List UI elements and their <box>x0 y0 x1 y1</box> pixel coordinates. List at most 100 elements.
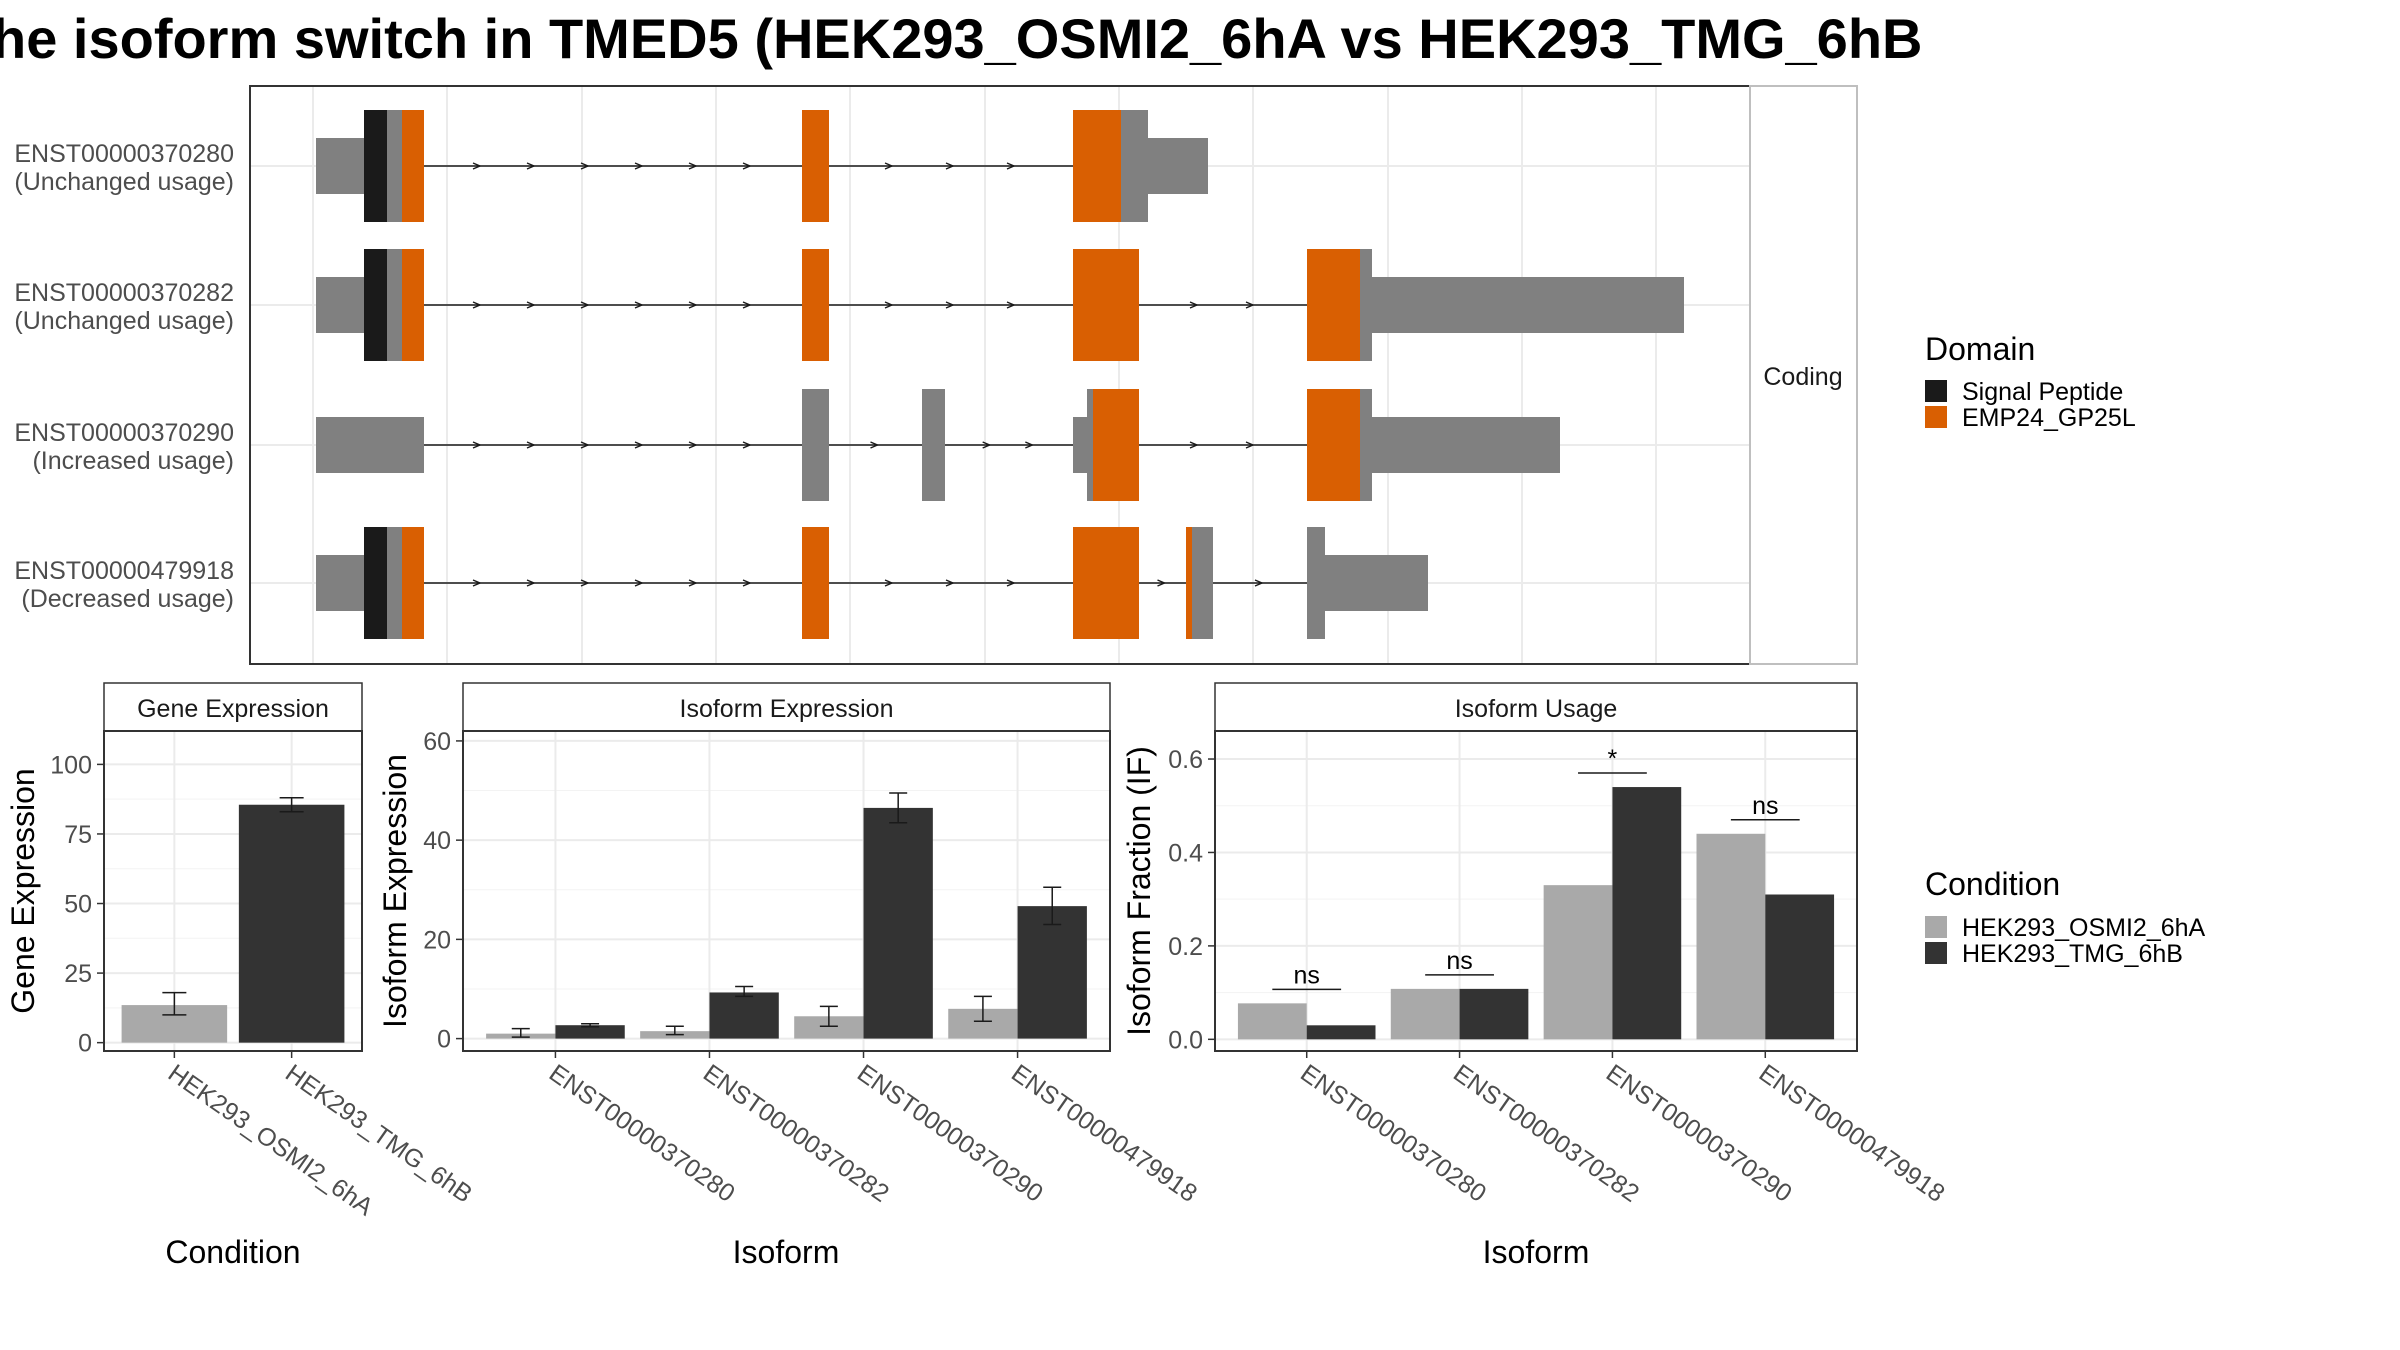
isoform-usage-panel: Isoform Usagensns*ns0.00.20.40.6ENST0000… <box>1121 682 1950 1270</box>
intron-arrow <box>688 441 698 449</box>
emp24-domain-segment <box>1186 527 1192 639</box>
isoform-expression-strip <box>462 682 1111 732</box>
isoform-usage-label: (Unchanged usage) <box>14 168 234 196</box>
intron-arrow <box>580 579 590 587</box>
condition-legend-key-a <box>1925 916 1947 938</box>
structure-tracks <box>316 110 1684 639</box>
isoform-usage-strip <box>1214 682 1858 732</box>
coding-exon-segment <box>1360 389 1372 501</box>
significance-label: ns <box>1294 961 1320 989</box>
isoform-expression-x-axis-title: Isoform <box>733 1234 840 1270</box>
isoform-id-label: ENST00000370280 <box>14 140 234 168</box>
emp24-domain-segment <box>402 249 424 361</box>
bar-enst00000370280-hek293-osmi2-6ha <box>1237 1003 1307 1040</box>
y-tick-label: 0.2 <box>1168 933 1203 961</box>
intron-arrow <box>1189 301 1199 309</box>
intron-arrow <box>1245 441 1255 449</box>
intron-arrow <box>945 301 955 309</box>
utr-exon-segment <box>1148 138 1208 194</box>
condition-legend-label-a: HEK293_OSMI2_6hA <box>1962 914 2206 942</box>
structure-strip-label: Coding <box>1763 363 1842 391</box>
utr-exon-segment <box>1325 555 1428 611</box>
emp24-domain-segment <box>1073 249 1139 361</box>
intron-arrow <box>634 301 644 309</box>
domain-legend-key-emp24 <box>1925 406 1947 428</box>
intron-arrow <box>526 441 536 449</box>
utr-exon-segment <box>316 555 364 611</box>
structure-strip <box>1749 85 1858 665</box>
bar-enst00000370282-hek293-tmg-6hb <box>1459 988 1529 1040</box>
intron-arrow <box>742 162 752 170</box>
utr-exon-segment <box>316 277 364 333</box>
intron-arrow <box>688 162 698 170</box>
utr-exon-segment <box>1073 417 1087 473</box>
intron-arrow <box>870 441 880 449</box>
y-tick-label: 0.6 <box>1168 746 1203 774</box>
error-bar <box>162 991 187 1016</box>
bar-hek293-tmg-6hb <box>238 804 345 1043</box>
emp24-domain-segment <box>1307 389 1360 501</box>
signal-peptide-segment <box>364 110 387 222</box>
isoform-expression-y-axis-title: Isoform Expression <box>377 754 413 1028</box>
intron-arrow <box>1025 441 1035 449</box>
emp24-domain-segment <box>402 527 424 639</box>
isoform-usage-strip-label: Isoform Usage <box>1455 695 1618 723</box>
intron-arrow <box>472 162 482 170</box>
bar-enst00000370282-hek293-tmg-6hb <box>709 992 779 1039</box>
error-bar <box>581 1022 600 1028</box>
isoform-usage-label: (Decreased usage) <box>21 585 234 613</box>
coding-exon-segment <box>1192 527 1213 639</box>
isoform-expression-plot-area <box>463 731 1110 1051</box>
bar-chart-panels: Gene Expression 0 25 50 75 100 HEK293_OSMI2_6h… <box>5 682 1950 1270</box>
emp24-domain-segment <box>402 110 424 222</box>
isoform-usage-y-axis-title: Isoform Fraction (IF) <box>1121 746 1157 1036</box>
intron-arrow <box>884 301 894 309</box>
intron-arrow <box>1006 162 1016 170</box>
y-tick-label: 40 <box>423 827 451 855</box>
signal-peptide-segment <box>364 249 387 361</box>
domain-legend-title: Domain <box>1925 331 2035 367</box>
isoform-expression-panel-border <box>462 730 1111 1052</box>
domain-legend-key-signal-peptide <box>1925 380 1947 402</box>
intron-arrow <box>580 441 590 449</box>
intron-arrow <box>472 579 482 587</box>
error-bar <box>511 1027 530 1038</box>
intron-arrow <box>884 162 894 170</box>
error-bar <box>889 792 908 824</box>
y-tick-label: 25 <box>64 960 92 988</box>
coding-exon-segment <box>802 389 829 501</box>
isoform-id-label: ENST00000370282 <box>14 279 234 307</box>
isoform-usage-label: (Unchanged usage) <box>14 307 234 335</box>
y-tick-label: 50 <box>64 891 92 919</box>
emp24-domain-segment <box>1073 527 1139 639</box>
utr-exon-segment <box>316 138 364 194</box>
utr-exon-segment <box>1372 277 1684 333</box>
bar-enst00000370280-hek293-tmg-6hb <box>555 1025 625 1039</box>
intron-arrow <box>526 301 536 309</box>
bar-enst00000479918-hek293-tmg-6hb <box>1017 906 1087 1039</box>
coding-exon-segment <box>1087 389 1093 501</box>
coding-exon-segment <box>1360 249 1372 361</box>
condition-legend-label-b: HEK293_TMG_6hB <box>1962 940 2183 968</box>
significance-label: ns <box>1752 792 1778 820</box>
bar-enst00000370290-hek293-osmi2-6ha <box>794 1016 864 1039</box>
intron-arrow <box>1006 579 1016 587</box>
intron-arrow <box>472 301 482 309</box>
transcript-enst00000479918 <box>316 527 1428 639</box>
transcript-enst00000370280 <box>316 110 1208 222</box>
y-tick-label: 0.0 <box>1168 1026 1203 1054</box>
intron-arrow <box>1189 441 1199 449</box>
utr-exon-segment <box>316 417 424 473</box>
error-bar <box>1043 886 1062 926</box>
domain-legend: Domain Signal Peptide EMP24_GP25L <box>1925 331 2136 432</box>
intron-arrow <box>526 162 536 170</box>
y-tick-label: 0 <box>437 1026 451 1054</box>
coding-exon-segment <box>387 249 402 361</box>
x-tick-label: HEK293_TMG_6hB <box>280 1059 477 1209</box>
structure-panel: ENST00000370280(Unchanged usage)ENST0000… <box>14 85 1858 665</box>
y-tick-label: 0.4 <box>1168 839 1203 867</box>
emp24-domain-segment <box>1307 249 1360 361</box>
coding-exon-segment <box>387 527 402 639</box>
intron-arrow <box>688 579 698 587</box>
y-tick-label: 100 <box>50 751 92 779</box>
